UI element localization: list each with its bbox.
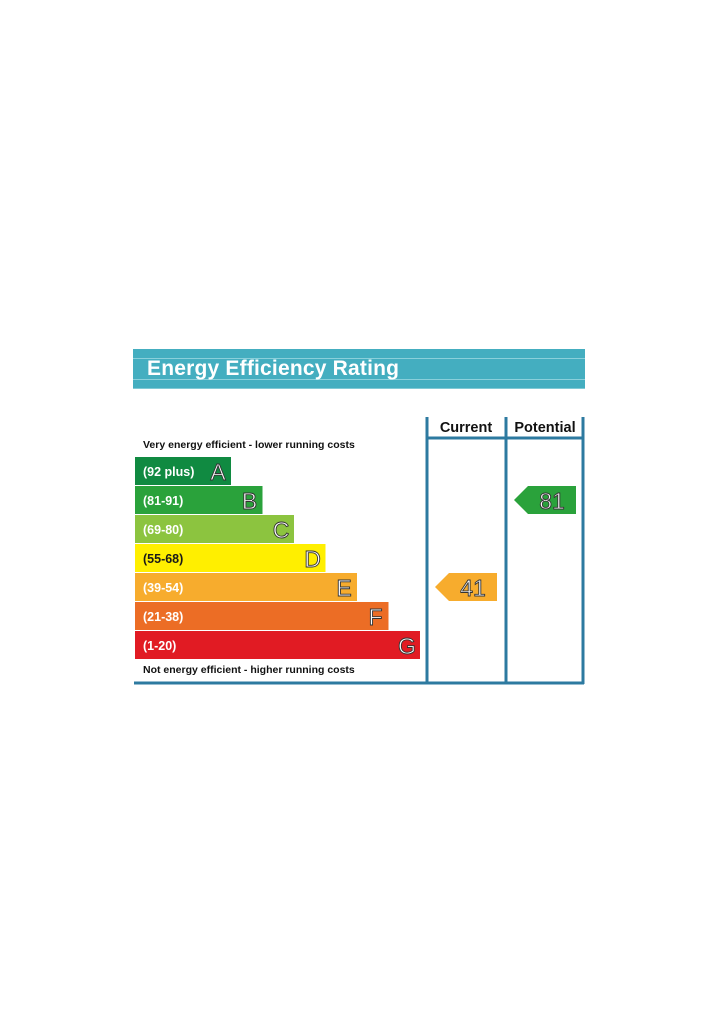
band-d-letter: D (304, 546, 321, 572)
potential-rating-value: 81 (539, 488, 565, 514)
current-rating-arrow (435, 573, 497, 601)
chart-frame (134, 417, 585, 685)
band-g-range: (1-20) (143, 639, 176, 653)
band-b (135, 486, 263, 514)
current-rating-value: 41 (460, 575, 486, 601)
bottom-note: Not energy efficient - higher running co… (143, 664, 355, 676)
rating-arrows: 41 81 (435, 486, 576, 601)
chart-title: Energy Efficiency Rating (147, 357, 400, 380)
title-stripe-bottom (133, 379, 585, 380)
band-a (135, 457, 231, 485)
band-a-range: (92 plus) (143, 465, 194, 479)
band-e-letter: E (336, 575, 351, 601)
band-g (135, 631, 420, 659)
band-c-letter: C (273, 517, 290, 543)
energy-efficiency-card: Energy Efficiency Rating Current Potenti… (133, 349, 585, 685)
band-a-letter: A (210, 459, 226, 485)
band-c-range: (69-80) (143, 523, 183, 537)
potential-rating-arrow (514, 486, 576, 514)
band-d (135, 544, 326, 572)
column-potential-header: Potential (514, 420, 575, 436)
band-d-range: (55-68) (143, 552, 183, 566)
band-e (135, 573, 357, 601)
band-e-range: (39-54) (143, 581, 183, 595)
band-g-letter: G (398, 633, 416, 659)
band-b-letter: B (242, 488, 257, 514)
rating-bands: (92 plus) A (81-91) B (69-80) C (55-68) D (39-54… (135, 457, 420, 659)
title-band: Energy Efficiency Rating (133, 349, 585, 389)
band-f-letter: F (368, 604, 382, 630)
band-f (135, 602, 389, 630)
band-b-range: (81-91) (143, 494, 183, 508)
rating-chart: Current Potential Very energy efficient … (134, 417, 585, 685)
band-f-range: (21-38) (143, 610, 183, 624)
band-c (135, 515, 294, 543)
top-note: Very energy efficient - lower running co… (143, 439, 355, 451)
column-current-header: Current (440, 420, 493, 436)
title-stripe-top (133, 358, 585, 359)
